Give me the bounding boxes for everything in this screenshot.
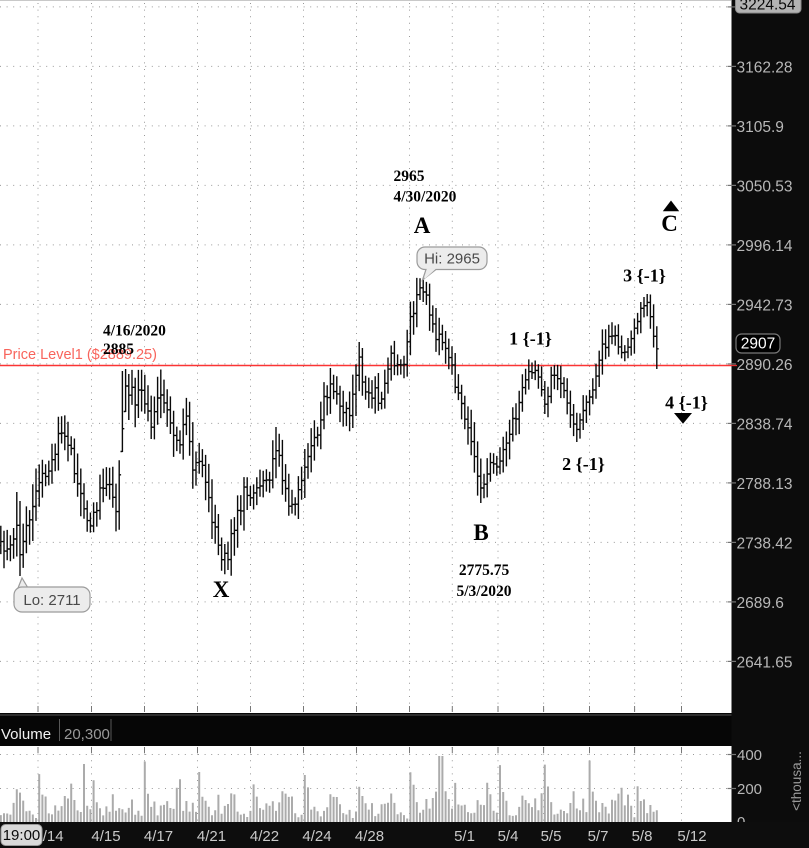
svg-text:2907: 2907	[741, 336, 775, 353]
svg-text:5/1: 5/1	[454, 828, 475, 845]
svg-text:B: B	[473, 520, 488, 545]
svg-text:X: X	[213, 577, 230, 602]
svg-text:<thousa...: <thousa...	[789, 751, 804, 811]
svg-text:4/16/2020: 4/16/2020	[103, 323, 166, 340]
svg-text:2838.74: 2838.74	[737, 417, 793, 434]
svg-text:2996.14: 2996.14	[737, 238, 793, 255]
svg-text:2641.65: 2641.65	[737, 655, 793, 672]
svg-text:4/15: 4/15	[91, 828, 120, 845]
svg-text:4 {-1}: 4 {-1}	[665, 393, 708, 413]
svg-text:4/24: 4/24	[302, 828, 331, 845]
svg-text:2788.13: 2788.13	[737, 476, 793, 493]
svg-text:200: 200	[737, 781, 762, 798]
svg-text:2890.26: 2890.26	[737, 357, 793, 374]
svg-text:A: A	[414, 213, 431, 238]
svg-text:4/28: 4/28	[355, 828, 384, 845]
svg-text:3 {-1}: 3 {-1}	[623, 266, 666, 286]
svg-text:5/7: 5/7	[588, 828, 609, 845]
svg-text:2965: 2965	[394, 168, 425, 185]
svg-text:1 {-1}: 1 {-1}	[509, 329, 552, 349]
svg-text:5/12: 5/12	[677, 828, 706, 845]
svg-text:Volume: Volume	[1, 726, 51, 743]
svg-text:5/3/2020: 5/3/2020	[456, 583, 511, 600]
svg-text:2689.6: 2689.6	[737, 595, 784, 612]
svg-text:400: 400	[737, 747, 762, 764]
svg-text:20,300: 20,300	[64, 726, 110, 743]
svg-text:4/30/2020: 4/30/2020	[394, 189, 457, 206]
svg-text:2 {-1}: 2 {-1}	[562, 454, 605, 474]
svg-text:2738.42: 2738.42	[737, 536, 793, 553]
svg-text:Hi: 2965: Hi: 2965	[424, 251, 480, 268]
svg-text:2775.75: 2775.75	[459, 562, 510, 579]
svg-text:2942.73: 2942.73	[737, 298, 793, 315]
svg-text:5/4: 5/4	[498, 828, 519, 845]
svg-text:5/5: 5/5	[541, 828, 562, 845]
svg-text:Price Level1 ($2889.25): Price Level1 ($2889.25)	[3, 347, 157, 363]
svg-text:4/21: 4/21	[197, 828, 226, 845]
svg-text:3162.28: 3162.28	[737, 60, 793, 77]
svg-text:Lo: 2711: Lo: 2711	[23, 592, 80, 609]
svg-text:3050.53: 3050.53	[737, 179, 793, 196]
svg-text:3105.9: 3105.9	[737, 119, 784, 136]
svg-text:3224.54: 3224.54	[740, 0, 796, 14]
svg-text:4/17: 4/17	[144, 828, 173, 845]
svg-text:C: C	[661, 211, 678, 236]
svg-text:2885: 2885	[103, 341, 134, 358]
svg-text:5/8: 5/8	[632, 828, 653, 845]
svg-text:4/22: 4/22	[250, 828, 279, 845]
svg-text:19:00: 19:00	[3, 827, 41, 844]
